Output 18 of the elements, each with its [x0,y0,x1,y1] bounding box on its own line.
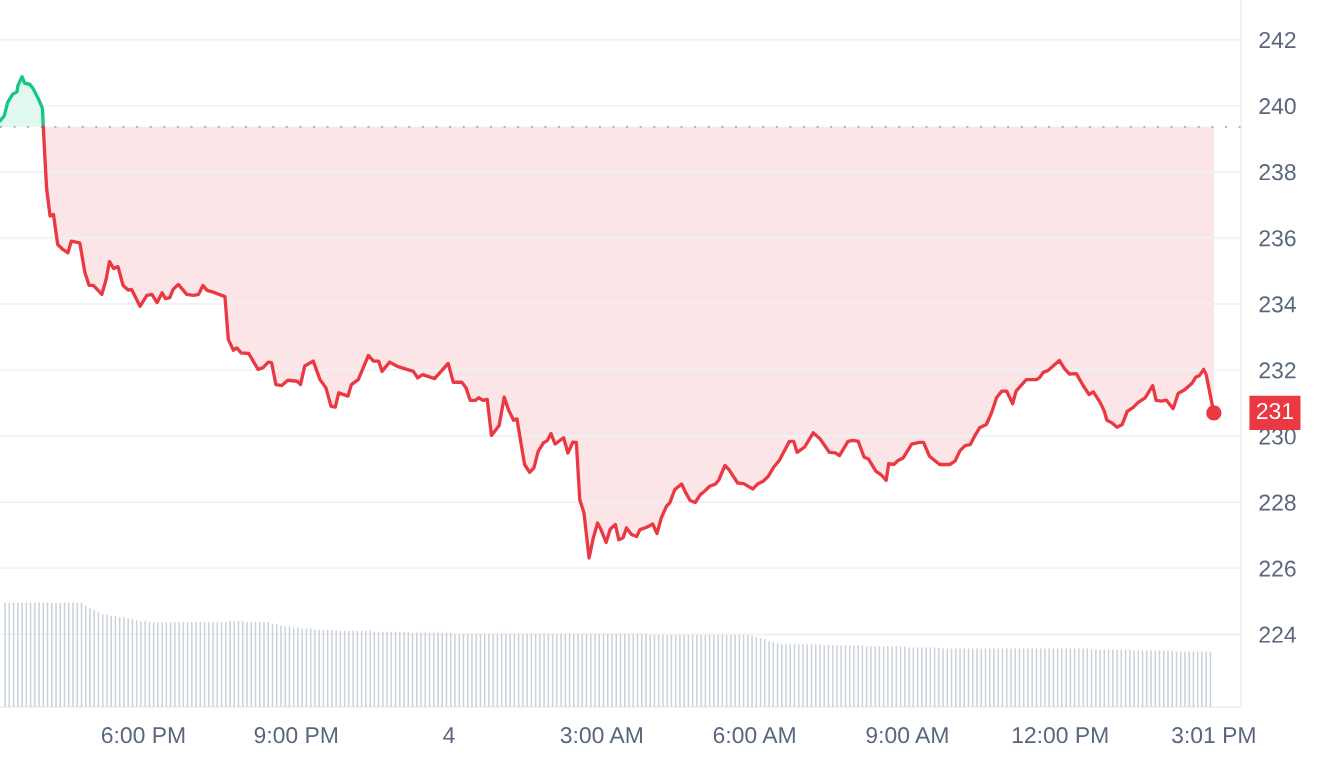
y-tick-label: 234 [1259,296,1296,313]
x-tick-label: 3:01 PM [1172,727,1255,744]
y-tick-label: 242 [1259,31,1296,48]
y-tick-label: 238 [1259,164,1296,181]
y-tick-label: 224 [1259,626,1296,643]
x-tick-label: 3:00 AM [560,727,642,744]
y-tick-label: 240 [1259,98,1296,115]
x-tick-label: 12:00 PM [1012,727,1108,744]
y-tick-label: 232 [1259,362,1296,379]
x-tick-label: 4 [443,727,455,744]
y-tick-label: 236 [1259,230,1296,247]
y-tick-label: 228 [1259,494,1296,511]
x-tick-label: 6:00 PM [101,727,185,744]
data-label: 231 [1256,402,1293,420]
x-tick-label: 9:00 PM [254,727,338,744]
x-tick-label: 9:00 AM [866,727,948,744]
x-tick-label: 6:00 AM [713,727,795,744]
y-tick-label: 226 [1259,560,1296,577]
